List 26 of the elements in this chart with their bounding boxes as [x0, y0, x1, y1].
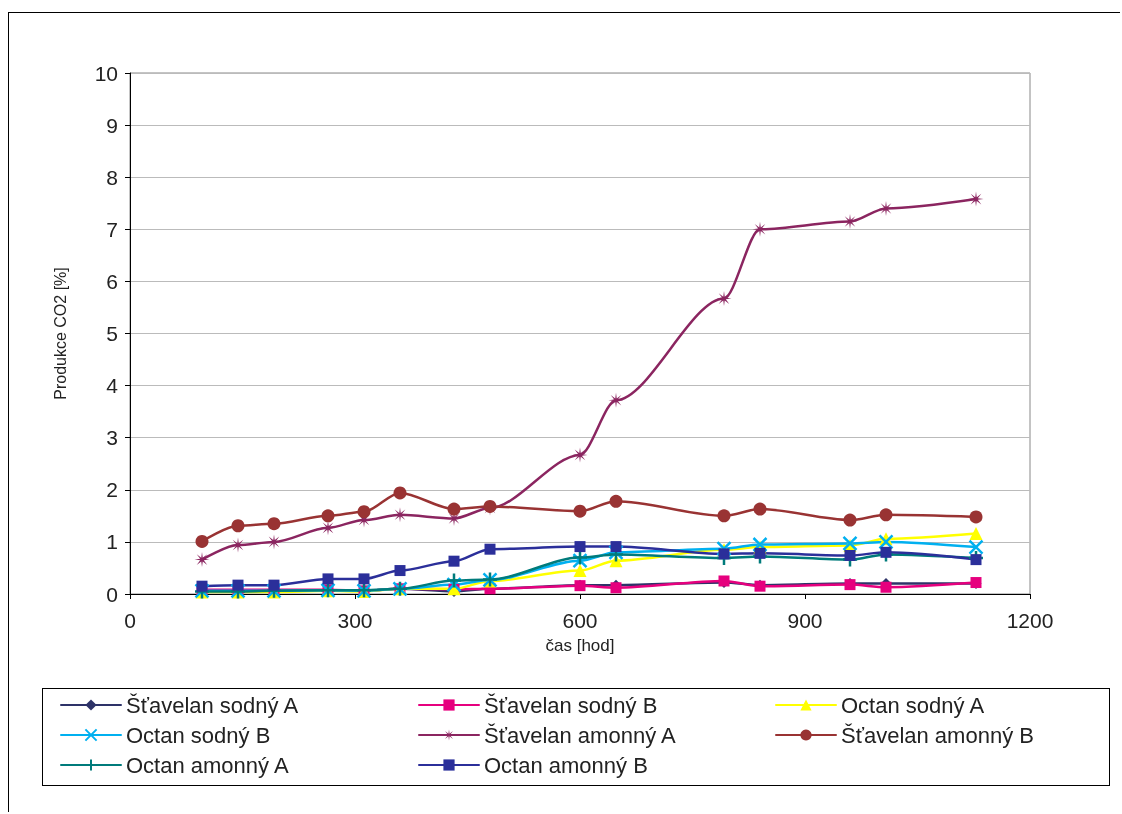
y-tick-label: 1 [106, 530, 118, 554]
legend-label: Octan amonný B [484, 752, 648, 778]
y-tick-label: 9 [106, 113, 118, 137]
y-tick-label: 2 [106, 478, 118, 502]
x-tick-label: 1200 [1006, 609, 1054, 632]
y-tick-label: 7 [106, 217, 118, 241]
legend-label: Octan amonný A [126, 752, 289, 778]
y-tick-label: 4 [106, 374, 119, 398]
legend-label: Šťavelan amonný B [841, 722, 1034, 748]
legend-label: Šťavelan amonný A [484, 722, 677, 748]
y-tick-label: 6 [106, 269, 118, 293]
y-tick-label: 3 [106, 426, 118, 450]
y-tick-label: 5 [106, 322, 118, 345]
legend-label: Octan sodný B [126, 722, 271, 748]
x-tick-label: 0 [124, 609, 136, 632]
x-tick-label: 900 [787, 609, 823, 632]
y-tick-label: 0 [106, 582, 118, 606]
x-tick-label: 300 [337, 609, 373, 632]
x-tick-label: 600 [562, 609, 598, 632]
x-axis-title: čas [hod] [545, 636, 615, 655]
y-tick-label: 10 [94, 61, 118, 85]
legend-label: Šťavelan sodný A [126, 692, 299, 718]
legend-label: Šťavelan sodný B [484, 692, 658, 718]
legend-label: Octan sodný A [841, 692, 985, 718]
y-axis-title: Produkce CO2 [%] [51, 267, 69, 400]
y-tick-label: 8 [106, 165, 118, 189]
